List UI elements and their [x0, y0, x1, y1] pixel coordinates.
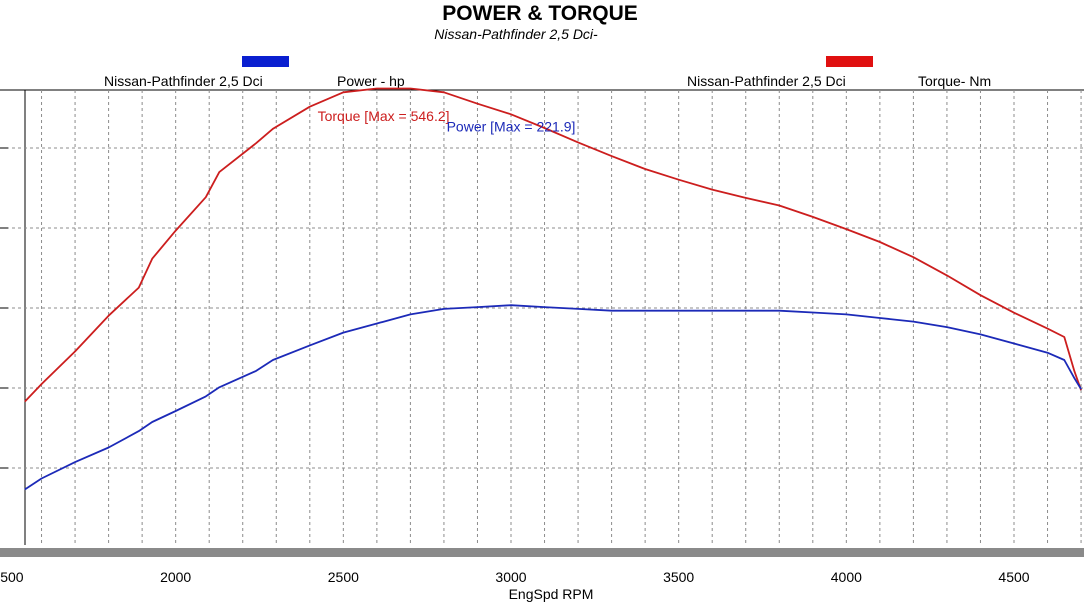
- legend-label-torque-vehicle: Nissan-Pathfinder 2,5 Dci: [687, 73, 846, 89]
- x-tick-label: 2000: [160, 569, 191, 585]
- grid-layer: [0, 90, 1084, 546]
- x-tick-label: 1500: [0, 569, 24, 585]
- annotation-torque-max: Torque [Max = 546.2]: [318, 108, 450, 124]
- series-line-power: [24, 304, 1082, 491]
- x-tick-label: 4500: [998, 569, 1029, 585]
- legend-swatch-torque: [826, 56, 873, 67]
- x-axis-bar: [0, 548, 1084, 557]
- legend-label-power-quantity: Power - hp: [337, 73, 405, 89]
- legend-swatch-power: [242, 56, 289, 67]
- x-tick-label: 3000: [495, 569, 526, 585]
- x-tick-labels: 1500 2000 2500 3000 3500 4000 4500: [0, 569, 1030, 585]
- x-tick-label: 2500: [328, 569, 359, 585]
- legend-label-power-vehicle: Nissan-Pathfinder 2,5 Dci: [104, 73, 263, 89]
- annotation-layer: Torque [Max = 546.2]Power [Max = 221.9]: [318, 108, 576, 134]
- annotation-power-max: Power [Max = 221.9]: [447, 118, 576, 134]
- x-tick-label: 3500: [663, 569, 694, 585]
- series-layer: [24, 87, 1082, 491]
- chart-subtitle: Nissan-Pathfinder 2,5 Dci-: [434, 26, 598, 42]
- series-line-torque: [24, 87, 1082, 403]
- legend-label-torque-quantity: Torque- Nm: [918, 73, 991, 89]
- x-axis-label: EngSpd RPM: [509, 586, 594, 602]
- chart-title: POWER & TORQUE: [442, 2, 638, 25]
- x-tick-label: 4000: [831, 569, 862, 585]
